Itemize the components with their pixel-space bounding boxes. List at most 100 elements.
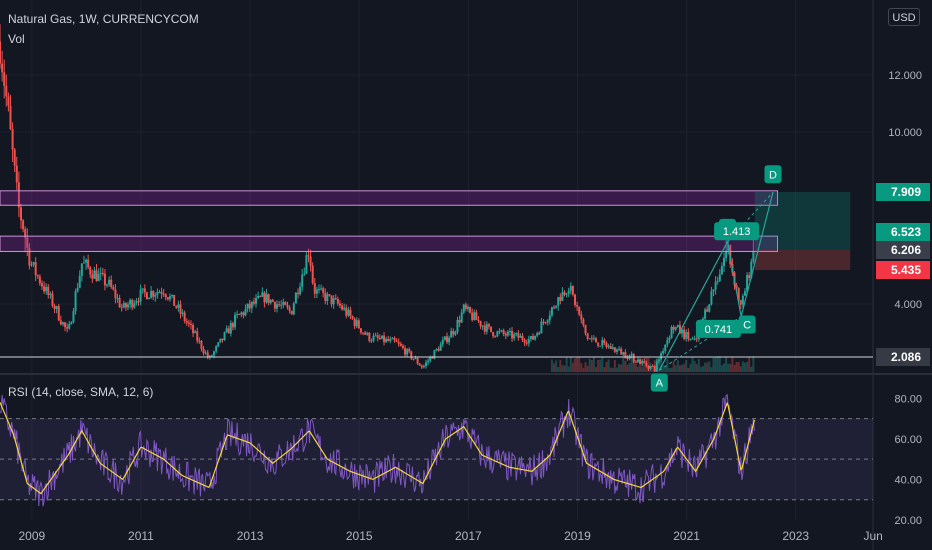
candle-body (639, 359, 642, 364)
candle-body (672, 326, 675, 330)
volume-bar (609, 367, 612, 372)
volume-bar (594, 367, 597, 372)
candle-body (0, 41, 1, 64)
time-tick-label: 2019 (564, 529, 591, 543)
candle-body (181, 312, 184, 314)
volume-bar (699, 366, 702, 372)
candle-body (618, 348, 621, 350)
candle-body (599, 345, 602, 347)
candle-body (523, 339, 526, 343)
volume-bar (739, 366, 742, 372)
volume-bar (553, 363, 556, 372)
volume-bar (718, 356, 721, 372)
pattern-point-c: C (738, 315, 756, 334)
candle-body (370, 340, 373, 342)
candle-body (517, 333, 520, 338)
volume-bar (697, 359, 700, 372)
candle-body (401, 345, 404, 349)
price-label-bg (876, 223, 930, 241)
candle-body (588, 338, 591, 340)
candle-body (544, 322, 547, 324)
candle-body (597, 342, 600, 346)
candle-body (454, 331, 457, 335)
candle-body (643, 360, 646, 363)
candle-body (536, 332, 539, 336)
candle-body (143, 288, 146, 293)
candle-body (343, 307, 346, 310)
pattern-point-c-text: C (743, 319, 751, 331)
candle-body (320, 288, 323, 290)
candle-body (36, 275, 39, 277)
volume-legend[interactable]: Vol (8, 32, 25, 46)
candle-body (244, 308, 247, 316)
candle-body (259, 295, 262, 297)
candle-body (183, 312, 186, 322)
candle-body (106, 284, 109, 286)
volume-bar (678, 365, 681, 372)
pattern-point-a-text: A (656, 377, 664, 389)
volume-bar (582, 367, 585, 372)
candle-body (475, 312, 478, 321)
candle-body (676, 325, 679, 327)
candle-body (118, 298, 121, 308)
candle-body (668, 338, 671, 341)
candle-body (11, 129, 14, 150)
candle-body (563, 292, 566, 295)
currency-selector[interactable]: USD (888, 8, 920, 26)
volume-bar (580, 363, 583, 372)
volume-bar (720, 365, 723, 372)
candle-body (263, 292, 266, 303)
candle-body (479, 320, 482, 327)
candle-body (156, 292, 159, 295)
candle-body (448, 337, 451, 343)
volume-bar (735, 361, 738, 372)
candle-body (231, 323, 234, 328)
symbol-legend[interactable]: Natural Gas, 1W, CURRENCYCOM (8, 12, 199, 26)
volume-bar (649, 362, 652, 372)
candle-body (492, 332, 495, 337)
pattern-ratio-bg (695, 319, 741, 338)
candle-body (425, 362, 428, 366)
rsi-tick-label: 60.00 (894, 434, 922, 446)
candle-body (704, 309, 707, 319)
rsi-legend[interactable]: RSI (14, close, SMA, 12, 6) (8, 385, 154, 399)
candle-body (586, 333, 589, 339)
candle-body (103, 273, 106, 286)
candle-body (227, 328, 230, 334)
candle-body (561, 292, 564, 301)
candle-body (252, 301, 255, 304)
candle-body (108, 279, 111, 285)
candle-body (257, 295, 260, 298)
rsi-tick-label: 80.00 (894, 393, 922, 405)
candle-body (374, 335, 377, 337)
candle-body (273, 301, 276, 309)
pattern-ratio-text: 1.413 (723, 226, 751, 238)
candle-body (466, 307, 469, 309)
candle-body (179, 304, 182, 314)
candle-body (412, 358, 415, 360)
rsi-line (0, 393, 755, 507)
candle-body (569, 286, 572, 291)
candle-body (55, 306, 58, 309)
candle-body (196, 331, 199, 341)
candle-body (276, 304, 279, 309)
candle-body (519, 335, 522, 338)
candle-body (95, 270, 98, 281)
price-label: 2.086 (891, 350, 921, 364)
candle-body (240, 312, 243, 315)
candle-body (168, 296, 171, 300)
candle-body (315, 289, 318, 294)
candle-body (443, 336, 446, 341)
candle-body (739, 300, 742, 305)
volume-bar (716, 356, 719, 372)
candle-body (53, 305, 56, 309)
pattern-ratio-text: 0.741 (705, 324, 733, 336)
candle-body (242, 312, 245, 316)
volume-bar (672, 360, 675, 372)
price-label-bg (876, 183, 930, 201)
price-label-bg (876, 241, 930, 259)
volume-bar (569, 356, 572, 372)
candle-body (603, 340, 606, 344)
candle-body (28, 247, 31, 266)
